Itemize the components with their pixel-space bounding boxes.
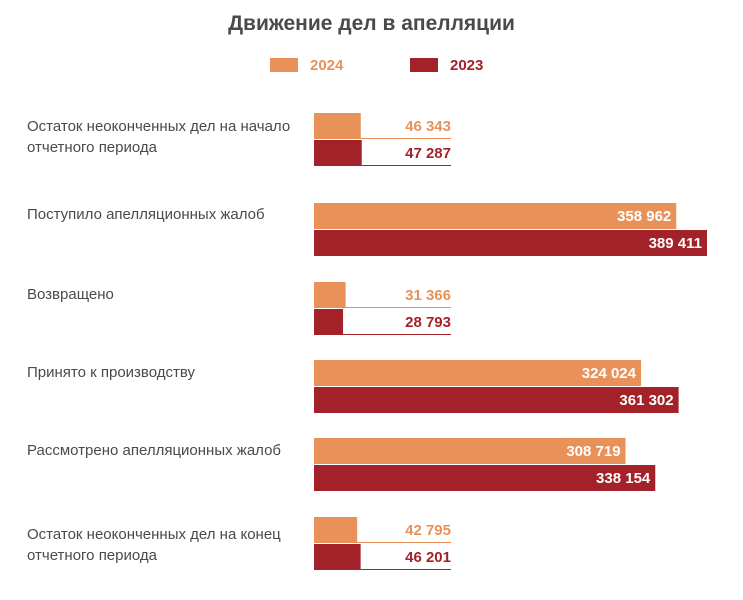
bar-2024	[314, 282, 346, 308]
bar-2024	[314, 517, 358, 543]
bar-2024	[314, 360, 642, 386]
legend-item-2023: 2023	[410, 55, 483, 75]
legend-label-2023: 2023	[450, 56, 484, 74]
data-label-2024: 308 719	[566, 443, 620, 460]
data-label-2024: 46 343	[405, 118, 451, 135]
legend-swatch-2024	[270, 58, 298, 72]
bar-2024	[314, 438, 626, 464]
category-label: Остаток неоконченных дел на начало отчет…	[27, 118, 291, 156]
bar-2024	[314, 203, 677, 229]
chart-title: Движение дел в апелляции	[228, 12, 515, 35]
legend-item-2024: 2024	[270, 55, 343, 75]
data-label-2023: 361 302	[619, 392, 673, 409]
category-label: Остаток неоконченных дел на конец отчетн…	[27, 526, 281, 564]
legend-label-2024: 2024	[310, 56, 344, 74]
data-label-2024: 31 366	[405, 287, 451, 304]
bar-2023	[314, 230, 707, 256]
category-label: Возвращено	[27, 286, 114, 303]
data-label-2023: 338 154	[596, 470, 651, 487]
bar-2023	[314, 309, 344, 335]
data-label-2024: 358 962	[617, 208, 671, 225]
bar-2023	[314, 465, 656, 491]
data-label-2023: 47 287	[405, 145, 451, 162]
data-label-2024: 42 795	[405, 522, 451, 539]
legend-swatch-2023	[410, 58, 438, 72]
bar-2023	[314, 140, 362, 166]
data-label-2024: 324 024	[582, 365, 637, 382]
data-label-2023: 28 793	[405, 314, 451, 331]
bar-2024	[314, 113, 361, 139]
data-label-2023: 389 411	[649, 235, 702, 252]
data-label-2023: 46 201	[405, 549, 451, 566]
category-label: Принято к производству	[27, 364, 195, 381]
bar-2023	[314, 387, 679, 413]
category-label: Рассмотрено апелляционных жалоб	[27, 442, 282, 459]
category-label: Поступило апелляционных жалоб	[27, 206, 265, 223]
bar-2023	[314, 544, 361, 570]
